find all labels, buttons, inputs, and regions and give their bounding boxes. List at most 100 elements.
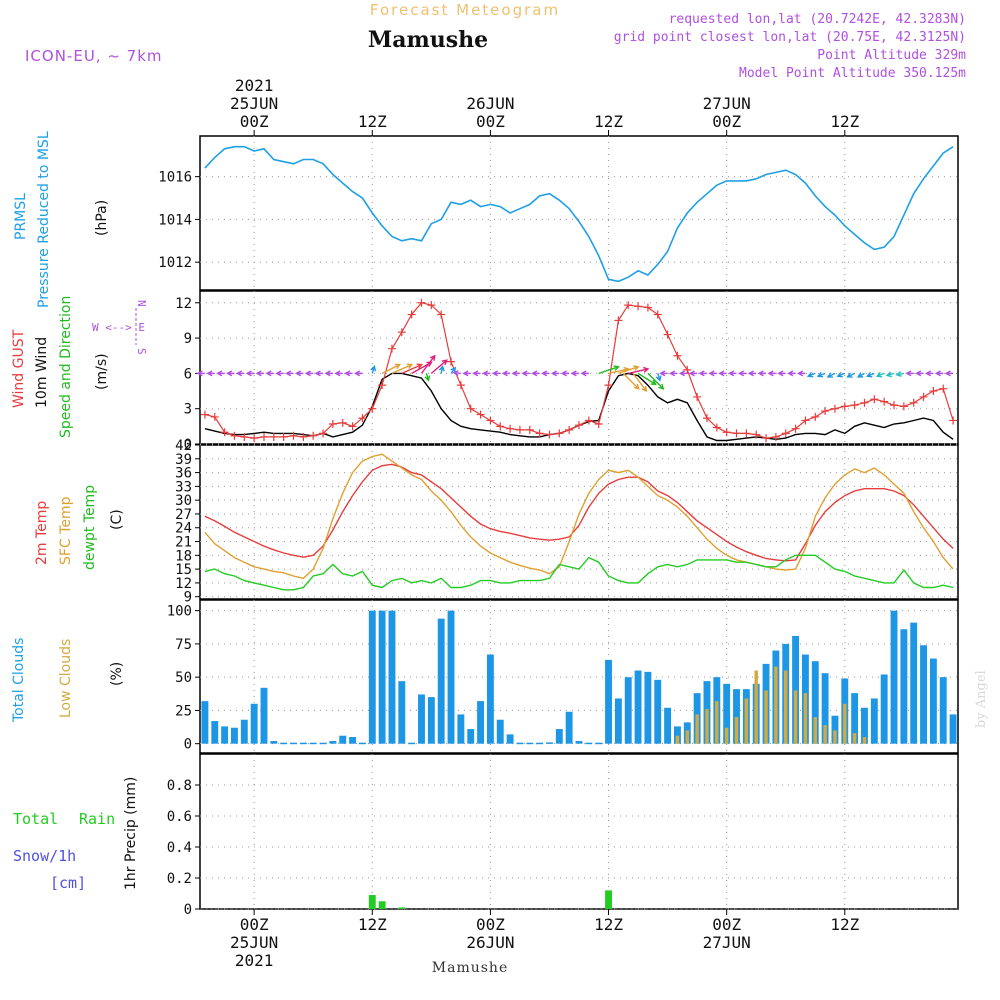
wind-direction-arrow (430, 359, 448, 374)
wind-direction-arrow (285, 370, 294, 377)
x-tick-label-bottom: 12Z (830, 915, 859, 934)
clouds-low-label: Low Clouds (58, 639, 74, 718)
temp-unit: (C) (109, 509, 125, 530)
wind-direction-arrow (856, 372, 865, 378)
total-clouds-bar (624, 677, 632, 744)
wind-direction-arrow (531, 370, 540, 377)
total-clouds-bar (270, 741, 278, 744)
low-clouds-bar (734, 717, 739, 744)
panel-frame (199, 135, 959, 291)
low-clouds-bar (695, 714, 699, 744)
wind-gust-point (397, 328, 406, 337)
wind-direction-arrow (885, 371, 895, 378)
wind-direction-arrow (777, 370, 786, 377)
y-tick-label: 30 (175, 493, 192, 509)
total-clouds-bar (939, 677, 947, 744)
y-tick-label: 3 (184, 402, 192, 418)
total-clouds-bar (349, 737, 357, 744)
total-clouds-bar (221, 726, 229, 744)
wind-direction-arrow (438, 364, 445, 374)
wind-direction-arrow (655, 373, 662, 382)
precip-cm-label: [cm] (50, 874, 86, 892)
compass-west-east: W <--> E (92, 321, 145, 334)
low-clouds-bar (705, 709, 709, 744)
y-tick-label: 75 (175, 637, 192, 653)
wind-direction-arrow (381, 363, 402, 375)
wind-direction-arrow (334, 370, 343, 377)
x-tick-label-top: 25JUN (230, 94, 278, 113)
wind-direction-arrow (737, 370, 747, 377)
wind-direction-arrow (481, 370, 491, 377)
panel-frames (199, 135, 959, 910)
wind-gust-label: Wind GUST (11, 329, 27, 408)
y-tick-label: 0.2 (167, 871, 192, 887)
low-clouds-bar (862, 737, 867, 744)
wind-gust-point (811, 412, 820, 421)
total-clouds-bar (309, 742, 317, 745)
total-clouds-bar (605, 659, 612, 744)
total-clouds-bar (880, 674, 888, 744)
x-tick-label-top: 26JUN (466, 94, 514, 113)
wind-direction-arrow (806, 371, 816, 378)
wind-gust-point (417, 298, 426, 307)
wind-gust-point (200, 410, 209, 419)
y-tick-label: 0 (184, 437, 192, 453)
total-clouds-bar (526, 742, 534, 745)
total-clouds-bar (299, 742, 307, 745)
y-tick-label: 36 (175, 466, 192, 482)
total-clouds-bar (329, 741, 337, 744)
total-clouds-bar (319, 742, 327, 745)
total-clouds-bar (723, 683, 731, 744)
rain-bar (378, 901, 386, 909)
y-tick-label: 0 (184, 902, 192, 918)
wind-gust-point (476, 410, 485, 419)
wind-direction-arrow (344, 370, 353, 377)
x-tick-label-top: 12Z (594, 112, 623, 131)
x-tick-label-bottom: 12Z (358, 915, 387, 934)
wind-gust-point (525, 425, 534, 434)
total-clouds-bar (408, 742, 416, 745)
wind-gust-point (762, 434, 771, 443)
wind-gust-point (712, 423, 721, 432)
y-tick-label: 1016 (158, 170, 192, 186)
low-clouds-bar (852, 733, 857, 744)
wind-direction-arrow (216, 370, 225, 377)
wind-gust-point (220, 428, 229, 437)
wind-unit: (m/s) (94, 353, 110, 390)
wind-gust-point (555, 429, 564, 438)
wind-gust-point (506, 424, 515, 433)
wind-gust-point (693, 392, 702, 401)
wind-gust-point (378, 381, 387, 390)
total-clouds-bar (546, 742, 553, 744)
x-tick-label-top: 2021 (235, 76, 274, 95)
y-tick-label: 25 (175, 703, 192, 719)
model-altitude: Model Point Altitude 350.125m (739, 66, 966, 81)
wind-direction-arrow (698, 370, 707, 377)
total-clouds-bar (644, 671, 652, 744)
low-clouds-bar (715, 701, 719, 744)
rain-bar (605, 890, 612, 909)
wind-gust-point (456, 381, 465, 390)
pressure-series-line (204, 145, 954, 283)
y-tick-label: 0.4 (167, 840, 192, 856)
precip-snow-label: Snow/1h (13, 847, 76, 865)
wind-direction-arrow (718, 370, 727, 377)
wind-gust-point (870, 395, 879, 404)
total-clouds-bar (260, 687, 268, 744)
temp-sfc-label: SFC Temp (58, 496, 74, 565)
wind-gust-point (663, 330, 672, 339)
tick-labels: 1012101410160369129121518212427303336394… (158, 130, 846, 918)
precip-unit: 1hr Precip (mm) (123, 777, 139, 890)
wind-direction-arrow (511, 370, 520, 377)
wind-direction-arrow (370, 364, 377, 374)
wind-gust-point (594, 419, 603, 428)
low-clouds-bar (823, 725, 827, 744)
total-clouds-bar (654, 679, 662, 744)
wind-gust-point (565, 425, 574, 434)
wind-direction-arrow (560, 370, 570, 377)
total-clouds-bar (211, 721, 219, 744)
y-tick-label: 0.8 (167, 778, 192, 794)
wind-gust-point (368, 404, 377, 413)
wind-gust-point (890, 401, 899, 410)
total-clouds-bar (486, 654, 494, 744)
